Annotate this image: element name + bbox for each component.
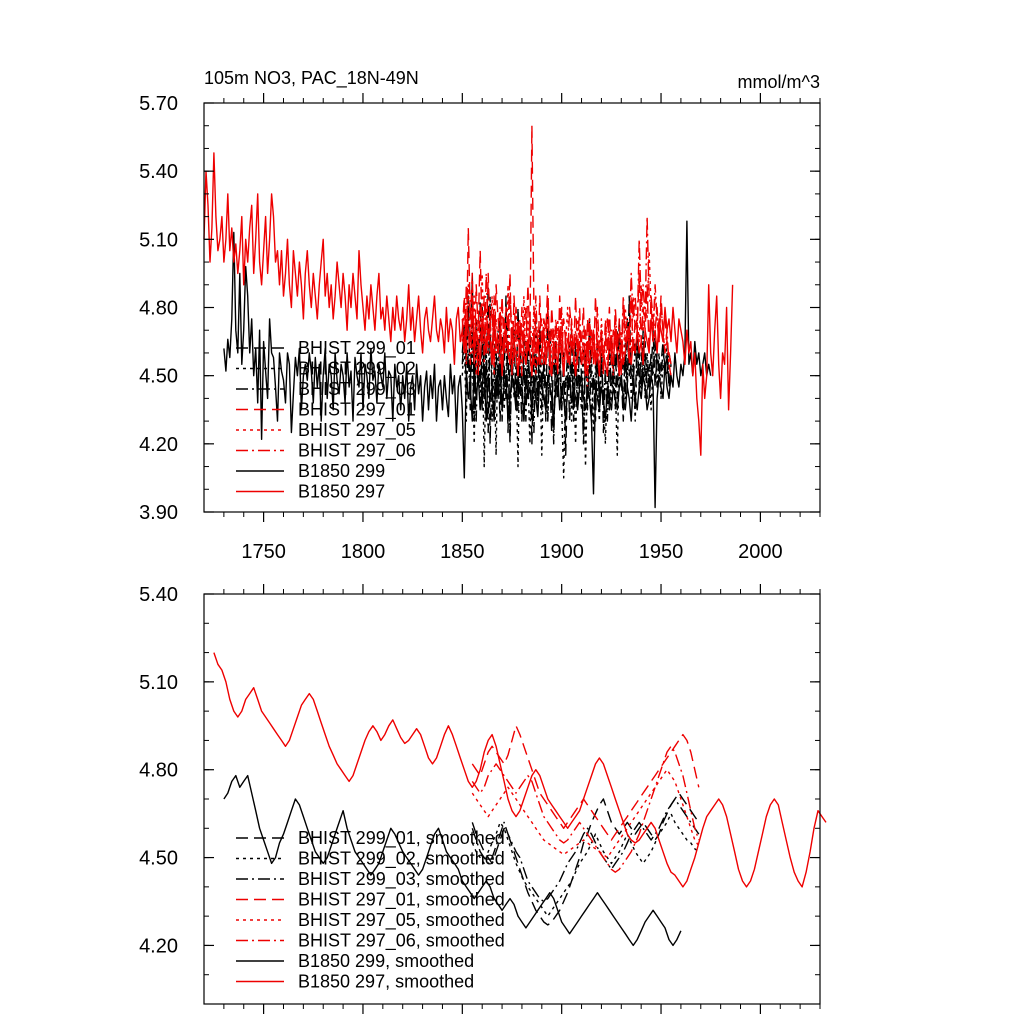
x-tick-label: 1750 (241, 541, 286, 563)
bottom-plot-area (213, 652, 827, 947)
top-chart-units: mmol/m^3 (738, 72, 820, 92)
y-tick-label: 4.20 (139, 434, 178, 456)
legend-label: BHIST 299_02, smoothed (298, 849, 505, 870)
series-line-bhist-297-06 (461, 215, 672, 377)
x-tick-label: 1900 (539, 541, 584, 563)
y-tick-label: 5.70 (139, 93, 178, 115)
legend-label: B1850 297, smoothed (298, 972, 474, 992)
legend-label: BHIST 299_03, smoothed (298, 869, 505, 890)
top-chart-title: 105m NO3, PAC_18N-49N (204, 68, 419, 89)
y-tick-label: 4.80 (139, 760, 178, 782)
legend-label: B1850 299, smoothed (298, 951, 474, 971)
x-tick-label: 1850 (440, 541, 485, 563)
legend-label: BHIST 297_05 (298, 420, 416, 441)
x-tick-label: 1950 (639, 541, 684, 563)
legend-label: BHIST 299_03 (298, 379, 416, 400)
y-tick-label: 5.10 (139, 229, 178, 251)
legend-label: BHIST 299_01 (298, 338, 416, 359)
series-line-bhist-297-06-smoothed (471, 745, 700, 873)
y-tick-label: 5.40 (139, 161, 178, 183)
legend-label: BHIST 297_05, smoothed (298, 910, 505, 931)
series-line-b1850-299-smoothed (223, 774, 682, 947)
legend-label: BHIST 297_06, smoothed (298, 931, 505, 952)
y-tick-label: 4.80 (139, 298, 178, 320)
top-plot-area (203, 124, 734, 509)
series-line-bhist-297-05-smoothed (471, 769, 700, 859)
series-line-bhist-299-03 (461, 306, 672, 445)
series-line-b1850-299 (223, 220, 712, 509)
y-tick-label: 4.50 (139, 366, 178, 388)
legend-label: BHIST 299_01, smoothed (298, 828, 505, 849)
legend-label: BHIST 297_06 (298, 441, 416, 462)
legend-label: BHIST 297_01 (298, 400, 416, 421)
legend-label: B1850 297 (298, 482, 385, 502)
bottom-axes: 4.20 4.50 4.80 5.10 5.40 (139, 584, 821, 1014)
series-line-bhist-299-01-smoothed (471, 792, 700, 926)
x-tick-label: 2000 (738, 541, 783, 563)
series-line-bhist-299-02-smoothed (471, 812, 700, 917)
x-tick-label: 1800 (341, 541, 386, 563)
y-tick-label: 3.90 (139, 502, 178, 524)
top-axes: 3.90 4.20 4.50 4.80 5.10 5.40 5.70 1750 1800 1850… (139, 93, 821, 563)
y-tick-label: 4.20 (139, 935, 178, 957)
top-chart-panel: 105m NO3, PAC_18N-49N mmol/m^3 3.90 4.20 4… (139, 68, 821, 563)
y-tick-label: 5.10 (139, 672, 178, 694)
series-line-bhist-297-01-smoothed (471, 725, 700, 841)
legend-label: BHIST 299_02 (298, 359, 416, 380)
bottom-chart-panel: 4.20 4.50 4.80 5.10 5.40 BHIST 299_01, smoot… (139, 584, 827, 1014)
series-line-b1850-297-smoothed (213, 652, 827, 888)
legend-label: B1850 299 (298, 461, 385, 481)
legend-label: BHIST 297_01, smoothed (298, 890, 505, 911)
y-tick-label: 5.40 (139, 584, 178, 606)
y-tick-label: 4.50 (139, 848, 178, 870)
series-line-b1850-297 (203, 152, 734, 456)
series-line-bhist-299-03-smoothed (471, 798, 700, 903)
